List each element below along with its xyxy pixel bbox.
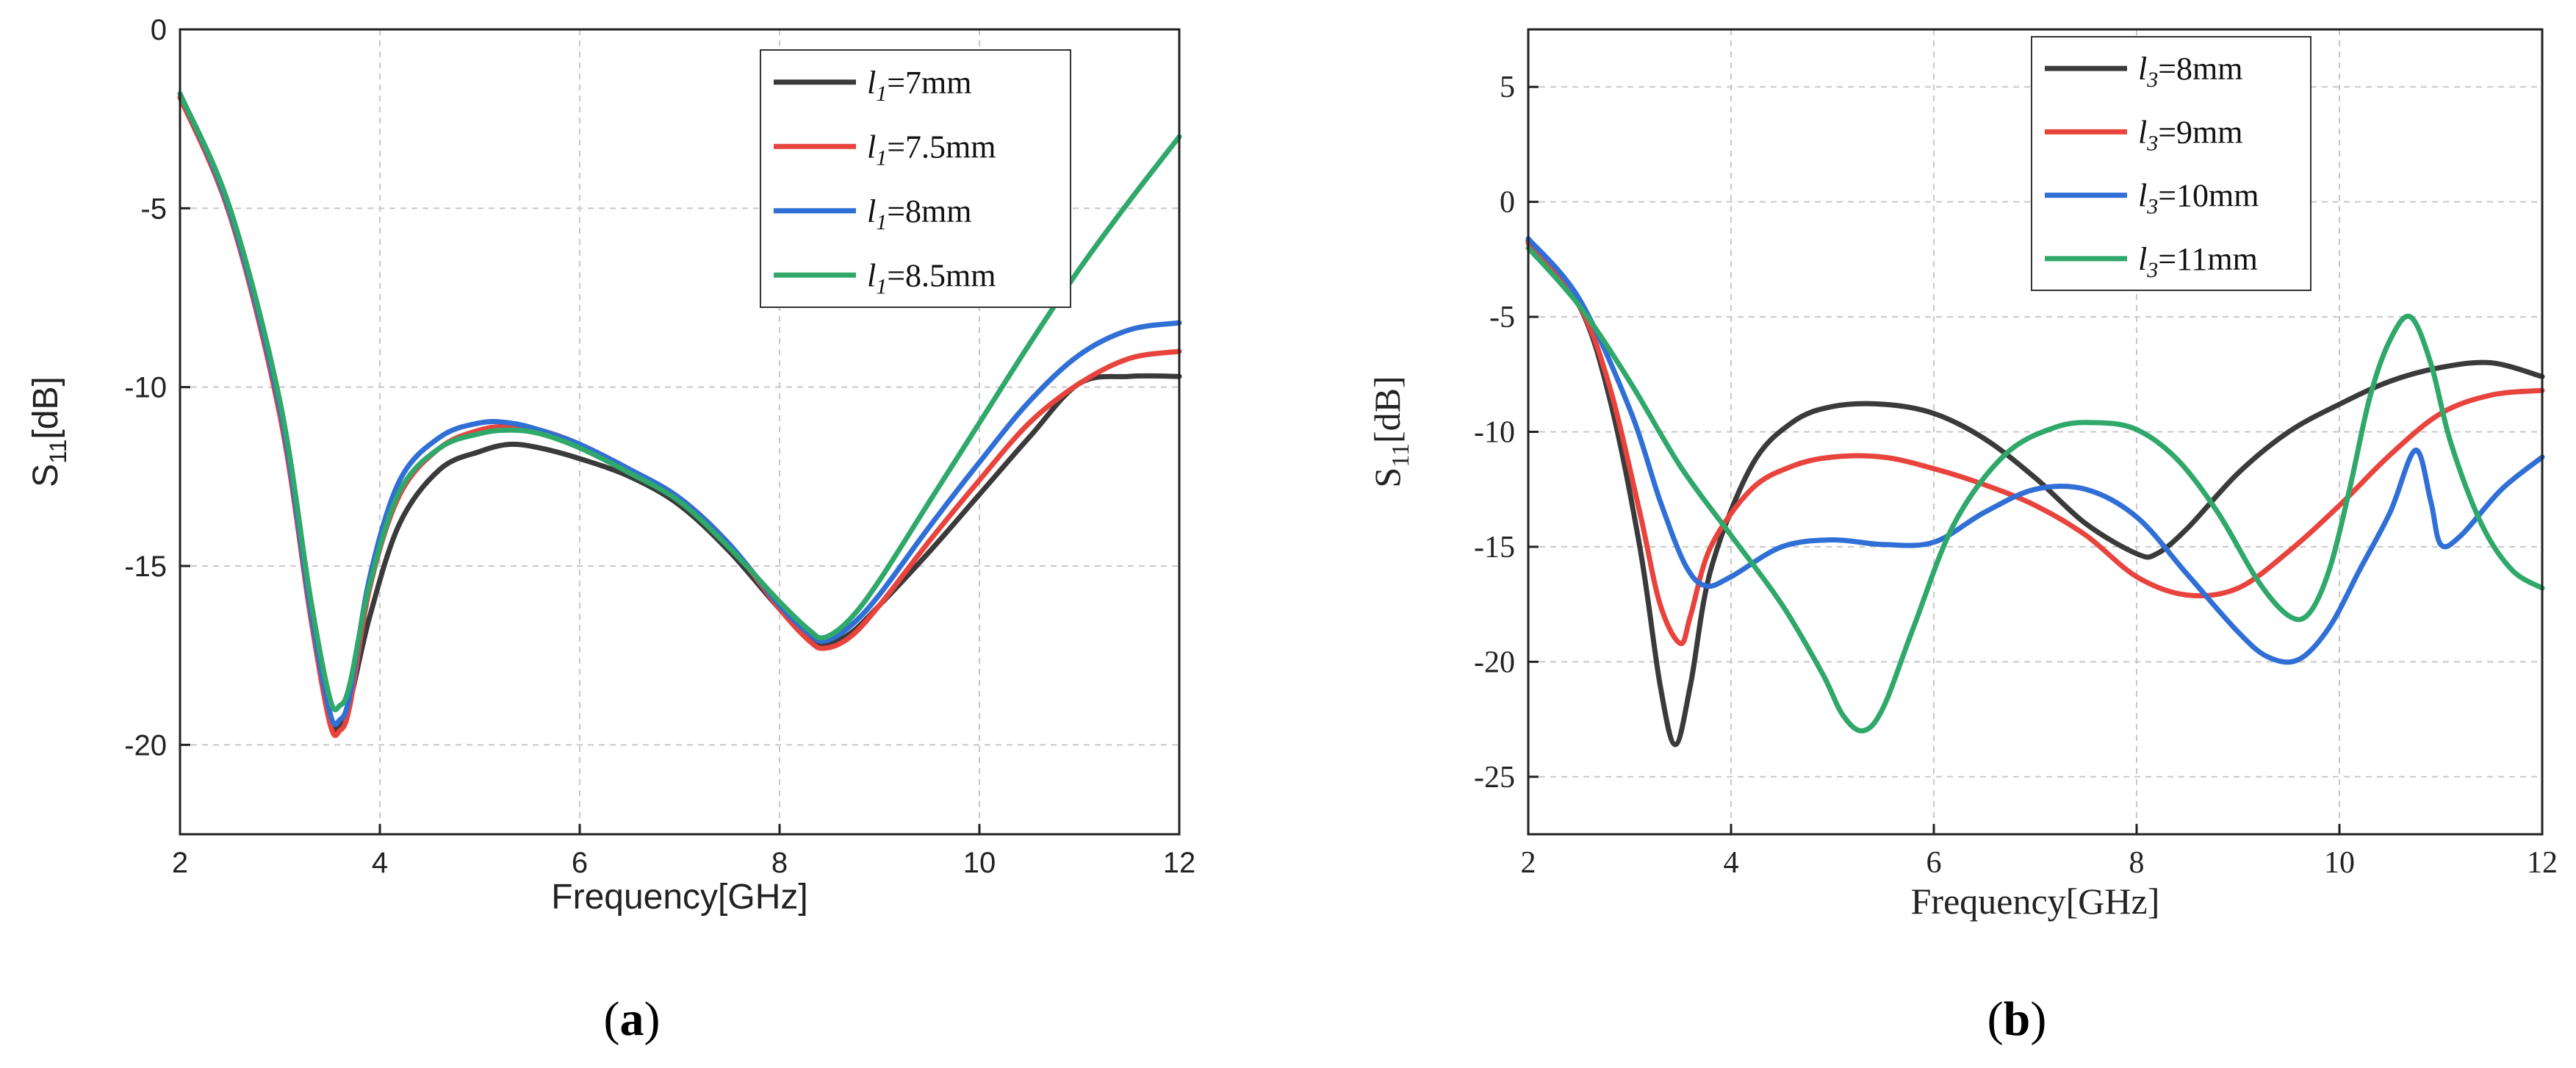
x-ticks-a: 2 4 6 8 10 12 — [172, 824, 1195, 879]
legend-value: =8.5mm — [887, 257, 996, 293]
y-axis-label-b: S11[dB] — [1367, 376, 1414, 487]
y-ticks-b: 5 0 -5 -10 -15 -20 -25 — [1474, 71, 1539, 795]
legend-value: =7mm — [887, 65, 971, 101]
legend-entry: l1=8mm — [867, 193, 972, 234]
chart-panel-b: 2 4 6 8 10 12 5 0 -5 -10 -15 -20 -25 Frequency[GHz]… — [1367, 28, 2558, 1046]
legend-value: =10mm — [2158, 178, 2259, 214]
legend-value: =8mm — [887, 193, 971, 229]
legend-subscript: 3 — [2146, 131, 2158, 155]
y-axis-label-rest-a: [dB] — [26, 376, 65, 439]
legend-value: =11mm — [2158, 241, 2258, 277]
x-tick-label: 12 — [2527, 846, 2558, 880]
y-tick-label: -20 — [124, 729, 167, 761]
legend-subscript: 3 — [2146, 68, 2158, 92]
legend-entry: l3=11mm — [2138, 241, 2258, 282]
panel-label-a: a — [620, 992, 644, 1046]
y-tick-label: -15 — [1474, 531, 1515, 565]
legend-entry: l1=7.5mm — [867, 129, 996, 170]
x-tick-label: 6 — [1926, 846, 1942, 880]
x-tick-label: 8 — [2129, 846, 2145, 880]
legend-value: =7.5mm — [887, 129, 996, 165]
x-tick-label: 2 — [1521, 846, 1536, 880]
legend-entry: l3=10mm — [2138, 178, 2259, 219]
legend-symbol: l — [867, 193, 876, 229]
panel-label-b: b — [2004, 992, 2031, 1046]
series-line-l3-11mm — [1525, 245, 2545, 734]
y-axis-label-sub-b: 11 — [1387, 443, 1414, 467]
legend-subscript: 1 — [876, 274, 887, 298]
x-ticks-b: 2 4 6 8 10 12 — [1521, 824, 2558, 880]
y-axis-label-rest-b: [dB] — [1367, 376, 1408, 443]
series-group-b — [1525, 236, 2545, 748]
y-tick-label: -5 — [1489, 301, 1515, 334]
y-axis-label-main-a: S — [26, 464, 65, 487]
x-axis-label-b: Frequency[GHz] — [1911, 881, 2160, 922]
legend-symbol: l — [2138, 178, 2147, 214]
x-tick-label: 2 — [172, 847, 188, 879]
plot-frame-a — [179, 28, 1181, 836]
y-axis-label-sub-a: 11 — [45, 440, 71, 464]
series-line-l3-8mm — [1525, 238, 2545, 748]
y-axis-label-main-b: S — [1367, 467, 1408, 488]
legend-entry: l1=7mm — [867, 65, 972, 106]
x-tick-label: 8 — [771, 847, 788, 879]
panel-caption-b: (b) — [1987, 992, 2047, 1046]
y-tick-label: 5 — [1500, 71, 1515, 104]
legend-symbol: l — [867, 65, 876, 101]
legend-entry: l3=8mm — [2138, 51, 2243, 92]
y-tick-label: -10 — [1474, 416, 1515, 450]
legend-value: =8mm — [2158, 51, 2242, 87]
legend-symbol: l — [867, 257, 876, 293]
x-tick-label: 10 — [2324, 846, 2355, 880]
chart-panel-a: 2 4 6 8 10 12 0-5-10-15-20 Frequency[GHz] S11… — [26, 14, 1195, 1046]
legend-entry: l1=8.5mm — [867, 257, 996, 298]
series-line-l1-8.5mm — [177, 91, 1182, 713]
x-tick-label: 6 — [572, 847, 588, 879]
legend-subscript: 3 — [2146, 195, 2158, 219]
x-tick-label: 12 — [1163, 847, 1196, 879]
panel-caption-a: (a) — [604, 992, 661, 1046]
y-tick-label: -25 — [1474, 761, 1515, 795]
legend-entry: l3=9mm — [2138, 114, 2243, 155]
legend-box — [2031, 36, 2311, 291]
legend-subscript: 1 — [876, 146, 887, 170]
x-tick-label: 4 — [372, 847, 388, 879]
x-tick-label: 10 — [963, 847, 996, 879]
y-tick-label: -20 — [1474, 645, 1515, 679]
legend-symbol: l — [867, 129, 876, 165]
y-tick-label: -10 — [124, 372, 167, 404]
y-tick-label: 0 — [151, 14, 167, 46]
y-tick-label: -15 — [124, 551, 167, 583]
y-tick-label: -5 — [140, 193, 167, 225]
legend-value: =9mm — [2158, 114, 2242, 150]
x-axis-label-a: Frequency[GHz] — [551, 878, 807, 917]
y-ticks-a: 0 -5 -10 -15 -20 — [124, 14, 190, 761]
legend-box — [760, 49, 1071, 308]
legend-subscript: 1 — [876, 82, 887, 106]
series-line-l3-9mm — [1525, 240, 2545, 646]
legend-symbol: l — [2138, 114, 2147, 150]
y-tick-label: 0 — [1500, 186, 1515, 220]
legend-symbol: l — [2138, 241, 2147, 277]
series-line-l3-10mm — [1525, 236, 2545, 665]
legend-symbol: l — [2138, 51, 2147, 87]
series-group-a — [177, 91, 1182, 739]
y-axis-label-a: S11[dB] — [26, 376, 71, 487]
x-tick-label: 4 — [1724, 846, 1739, 880]
legend-subscript: 1 — [876, 210, 887, 234]
legend-subscript: 3 — [2146, 258, 2158, 282]
